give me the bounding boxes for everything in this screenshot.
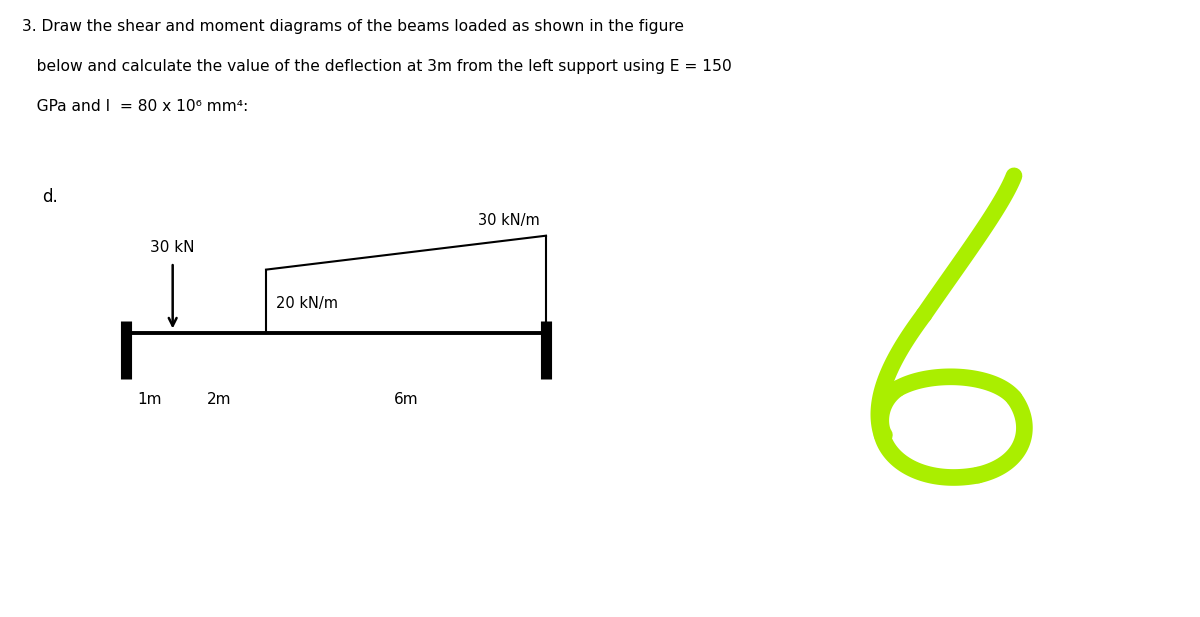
Text: below and calculate the value of the deflection at 3m from the left support usin: below and calculate the value of the def… (22, 59, 731, 73)
Text: d.: d. (42, 188, 58, 206)
Text: 2m: 2m (208, 392, 232, 407)
Text: 20 kN/m: 20 kN/m (276, 296, 337, 311)
Text: 3. Draw the shear and moment diagrams of the beams loaded as shown in the figure: 3. Draw the shear and moment diagrams of… (22, 19, 684, 33)
Text: GPa and I  = 80 x 10⁶ mm⁴:: GPa and I = 80 x 10⁶ mm⁴: (22, 99, 248, 114)
Text: 30 kN/m: 30 kN/m (479, 213, 540, 228)
Text: 30 kN: 30 kN (150, 240, 194, 255)
Text: 6m: 6m (394, 392, 419, 407)
Text: 1m: 1m (137, 392, 162, 407)
